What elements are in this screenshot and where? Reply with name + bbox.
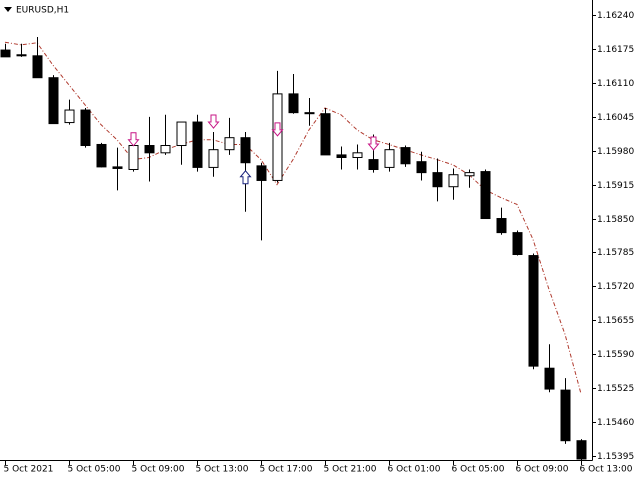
candle-body (32, 55, 43, 79)
buy-arrow (239, 170, 252, 185)
candle-body (384, 149, 395, 168)
y-tick-label: 1.15655 (597, 316, 634, 326)
candle-body (48, 77, 59, 125)
candle-body (144, 145, 155, 154)
candle-body (96, 143, 107, 168)
y-tick-label: 1.15720 (597, 282, 634, 292)
x-tick-label: 5 Oct 13:00 (196, 465, 249, 475)
candle-body (288, 93, 299, 114)
candle-body (240, 137, 251, 164)
y-tick-label: 1.16240 (597, 11, 634, 21)
plot-area (0, 37, 587, 460)
candle-body (560, 389, 571, 442)
candle-body (64, 109, 75, 124)
symbol-menu-triangle[interactable] (4, 7, 12, 12)
candle-body (128, 145, 139, 171)
candle-body (432, 172, 443, 188)
candle-body (272, 93, 283, 181)
y-tick-label: 1.16175 (597, 45, 634, 55)
y-tick-label: 1.15785 (597, 248, 634, 258)
candle-body (176, 121, 187, 147)
y-tick-label: 1.15850 (597, 215, 634, 225)
x-tick-label: 5 Oct 05:00 (68, 465, 121, 475)
y-tick-label: 1.16045 (597, 113, 634, 123)
x-tick-label: 6 Oct 09:00 (516, 465, 569, 475)
x-tick-label: 5 Oct 21:00 (324, 465, 377, 475)
candle-body (528, 255, 539, 367)
x-tick-label: 5 Oct 17:00 (260, 465, 313, 475)
candle-body (256, 165, 267, 181)
sell-arrow (207, 114, 220, 129)
x-tick-label: 5 Oct 09:00 (132, 465, 185, 475)
y-tick-label: 1.15590 (597, 350, 634, 360)
chart-title: EURUSD,H1 (16, 6, 69, 16)
x-tick-label: 6 Oct 01:00 (388, 465, 441, 475)
candle-body (304, 112, 315, 115)
candle-body (16, 54, 27, 57)
y-tick-label: 1.15980 (597, 147, 634, 157)
candle-body (400, 147, 411, 165)
candle-body (512, 232, 523, 256)
candle-body (496, 218, 507, 234)
candle-body (192, 121, 203, 168)
sell-arrow (367, 136, 380, 151)
candle-body (208, 149, 219, 168)
sell-arrow (127, 132, 140, 147)
candle-body (80, 109, 91, 147)
candle-body (416, 161, 427, 174)
y-tick-label: 1.16110 (597, 79, 634, 89)
y-tick-label: 1.15915 (597, 181, 634, 191)
x-tick-label: 6 Oct 05:00 (452, 465, 505, 475)
candle-body (464, 172, 475, 177)
y-tick-label: 1.15395 (597, 452, 634, 462)
candle-body (448, 174, 459, 188)
candle-body (544, 367, 555, 390)
y-tick-label: 1.15525 (597, 384, 634, 394)
candle-body (368, 159, 379, 171)
signal-line (4, 41, 582, 394)
candle-body (320, 113, 331, 156)
candle-body (0, 49, 11, 58)
candle-body (160, 145, 171, 154)
candle-body (480, 171, 491, 220)
candle-body (336, 154, 347, 159)
candle-body (224, 137, 235, 151)
candle-body (352, 152, 363, 159)
sell-arrow (271, 122, 284, 137)
candle-body (112, 166, 123, 169)
x-tick-label: 5 Oct 2021 (4, 465, 54, 475)
y-tick-label: 1.15460 (597, 418, 634, 428)
candle-body (576, 440, 587, 460)
x-tick-label: 6 Oct 13:00 (580, 465, 633, 475)
